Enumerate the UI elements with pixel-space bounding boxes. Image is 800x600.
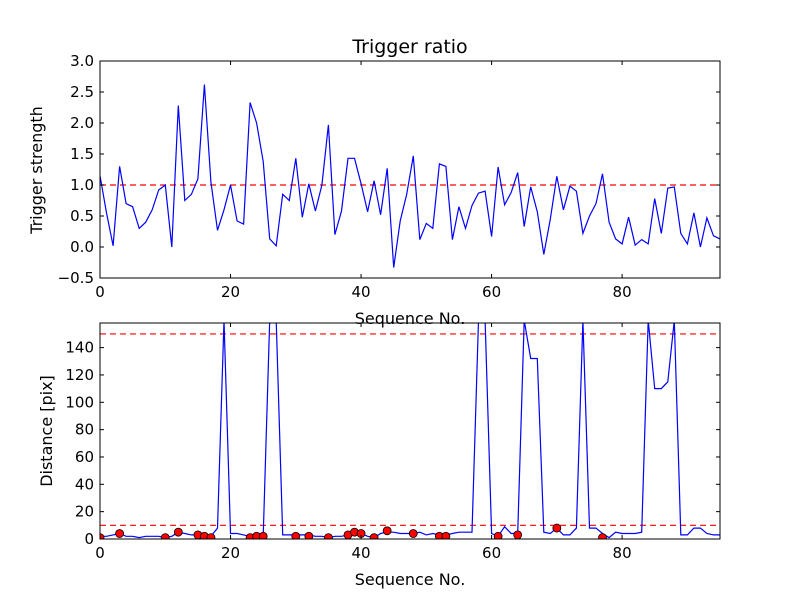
y-axis-label: Trigger strength <box>27 106 46 235</box>
data-point <box>206 533 216 539</box>
data-point <box>324 533 333 539</box>
data-point <box>291 531 301 539</box>
x-tick-label: 40 <box>352 544 371 562</box>
data-point <box>382 526 392 536</box>
x-tick-label: 20 <box>221 283 240 301</box>
y-tick-label: 100 <box>65 393 94 411</box>
x-tick-label: 0 <box>95 544 105 562</box>
plot-frame <box>99 322 721 540</box>
plot-frame <box>99 60 721 279</box>
x-axis-label: Sequence No. <box>355 309 466 328</box>
y-tick-label: 0.0 <box>70 238 94 256</box>
x-tick-label: 80 <box>613 544 632 562</box>
data-point <box>173 527 183 537</box>
y-tick-label: 60 <box>75 448 94 466</box>
x-tick-label: 60 <box>482 283 501 301</box>
trigger-ratio-plot: Trigger ratio 0 20 40 60 80 −0.5 0.0 0.5 1.0 1.5 2… <box>27 36 721 328</box>
axis-ticks: 0 20 40 60 80 0 20 40 60 80 100 120 140 <box>65 323 720 562</box>
x-axis-label: Sequence No. <box>355 570 466 589</box>
y-axis-label: Distance [pix] <box>37 375 56 487</box>
y-tick-label: −0.5 <box>58 269 94 287</box>
axis-ticks: 0 20 40 60 80 −0.5 0.0 0.5 1.0 1.5 2.0 2.5 3.0 <box>58 52 720 301</box>
y-tick-label: 0 <box>84 530 94 548</box>
plot-area <box>100 84 720 268</box>
x-tick-label: 40 <box>352 283 371 301</box>
y-tick-label: 20 <box>75 503 94 521</box>
y-tick-label: 2.0 <box>70 114 94 132</box>
chart-title: Trigger ratio <box>351 36 467 58</box>
series-line <box>100 323 720 539</box>
data-point <box>304 531 314 539</box>
series-line <box>100 84 720 268</box>
data-point <box>493 531 503 539</box>
x-tick-label: 60 <box>482 544 501 562</box>
y-tick-label: 3.0 <box>70 52 94 70</box>
data-point <box>513 530 523 539</box>
data-point <box>552 523 562 533</box>
data-point <box>408 529 418 538</box>
data-point <box>258 531 268 539</box>
x-tick-label: 0 <box>95 283 105 301</box>
y-tick-label: 120 <box>65 366 94 384</box>
data-point <box>160 533 170 539</box>
y-tick-label: 0.5 <box>70 207 94 225</box>
distance-plot: 0 20 40 60 80 0 20 40 60 80 100 120 140 Sequence No.… <box>37 322 721 589</box>
data-point <box>115 529 124 538</box>
y-tick-label: 40 <box>75 475 94 493</box>
data-point <box>598 533 607 539</box>
plot-area <box>100 323 720 539</box>
data-point <box>441 531 451 539</box>
y-tick-label: 1.5 <box>70 145 94 163</box>
data-point <box>369 533 379 539</box>
data-point <box>100 533 105 539</box>
x-tick-label: 20 <box>221 544 240 562</box>
y-tick-label: 140 <box>65 339 94 357</box>
y-tick-label: 2.5 <box>70 83 94 101</box>
y-tick-label: 80 <box>75 421 94 439</box>
x-tick-label: 80 <box>613 283 632 301</box>
y-tick-label: 1.0 <box>70 176 94 194</box>
